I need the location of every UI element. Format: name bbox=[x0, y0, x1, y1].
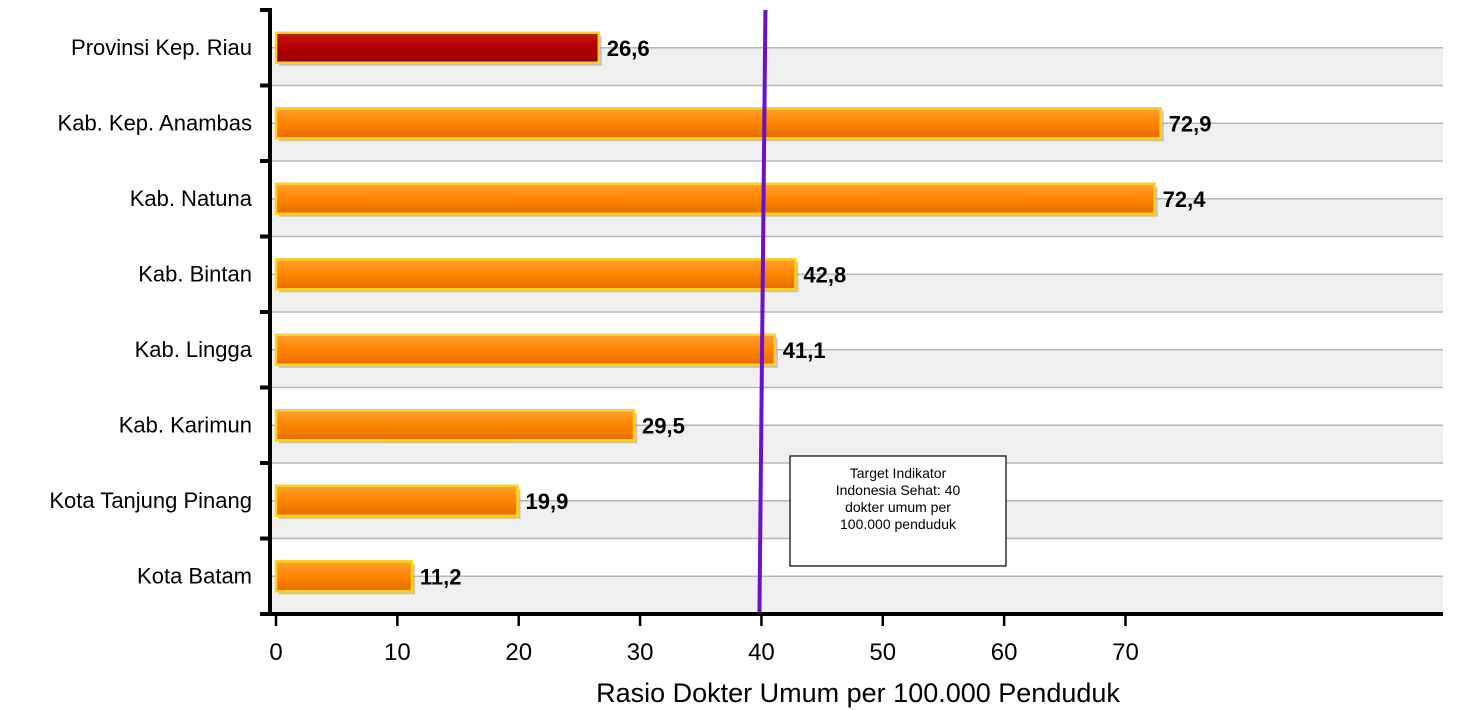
x-tick-label: 40 bbox=[748, 639, 775, 666]
bar-rect bbox=[274, 560, 414, 593]
x-tick-label: 60 bbox=[991, 639, 1018, 666]
bar-rect bbox=[274, 31, 601, 64]
bar bbox=[274, 484, 521, 519]
target-note-line: Target Indikator bbox=[850, 465, 947, 481]
bar-rect bbox=[274, 182, 1156, 215]
x-tick-label: 10 bbox=[384, 639, 411, 666]
bar-rect bbox=[274, 258, 797, 291]
x-tick-label: 20 bbox=[505, 639, 532, 666]
category-label: Kota Batam bbox=[137, 563, 252, 588]
bar-value-label: 29,5 bbox=[642, 413, 685, 438]
x-tick-label: 50 bbox=[869, 639, 896, 666]
row-bands bbox=[270, 47, 1443, 614]
bar-rect bbox=[274, 333, 777, 366]
bar-rect bbox=[274, 484, 519, 517]
x-axis-title: Rasio Dokter Umum per 100.000 Penduduk bbox=[596, 678, 1120, 708]
category-label: Provinsi Kep. Riau bbox=[71, 35, 252, 60]
category-label: Kab. Kep. Anambas bbox=[58, 110, 252, 135]
bar bbox=[274, 31, 602, 66]
category-label: Kab. Lingga bbox=[135, 337, 253, 362]
bar bbox=[274, 333, 778, 368]
x-tick-label: 70 bbox=[1112, 639, 1139, 666]
category-label: Kota Tanjung Pinang bbox=[49, 488, 252, 513]
target-note-box bbox=[789, 455, 1007, 567]
category-label: Kab. Natuna bbox=[130, 186, 253, 211]
target-note-line: dokter umum per bbox=[845, 499, 951, 515]
bar-value-label: 72,4 bbox=[1163, 187, 1207, 212]
bar-rect bbox=[274, 409, 636, 442]
target-note-line: Indonesia Sehat: 40 bbox=[836, 482, 961, 498]
bar-value-label: 26,6 bbox=[607, 36, 650, 61]
bar-value-label: 41,1 bbox=[783, 338, 826, 363]
target-note-line: 100.000 penduduk bbox=[840, 516, 957, 532]
category-label: Kab. Karimun bbox=[119, 412, 252, 437]
bar bbox=[274, 107, 1164, 142]
bar-value-label: 42,8 bbox=[803, 262, 846, 287]
bar-value-label: 19,9 bbox=[526, 489, 569, 514]
bar-rect bbox=[274, 107, 1162, 140]
bar bbox=[274, 560, 415, 595]
bar bbox=[274, 182, 1158, 217]
bar bbox=[274, 409, 638, 444]
axes-group: 0 10 20 30 40 50 60 70 bbox=[260, 8, 1443, 666]
bars-group bbox=[274, 31, 1164, 595]
row-band bbox=[270, 576, 1443, 614]
bar-value-label: 72,9 bbox=[1169, 111, 1212, 136]
bar-value-label: 11,2 bbox=[420, 564, 462, 589]
labels-group: 26,6 Provinsi Kep. Riau 72,9 Kab. Kep. Anam… bbox=[49, 35, 1211, 590]
bar bbox=[274, 258, 799, 293]
x-tick-label: 0 bbox=[269, 639, 282, 666]
target-line bbox=[757, 9, 768, 615]
x-tick-label: 30 bbox=[627, 639, 654, 666]
category-label: Kab. Bintan bbox=[138, 261, 252, 286]
